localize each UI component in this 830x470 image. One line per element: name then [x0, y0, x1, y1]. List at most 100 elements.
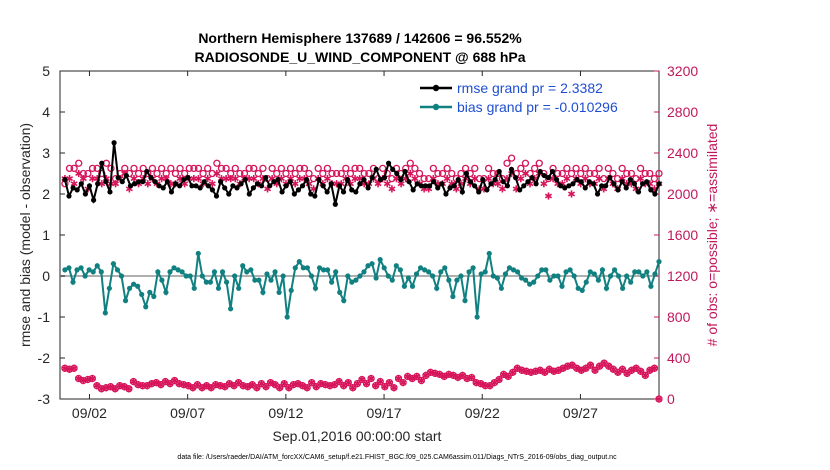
- y-tick-label-right: 400: [667, 350, 691, 366]
- obs-high-possible-point: [411, 164, 419, 173]
- y-tick-label-left: 0: [42, 268, 50, 284]
- obs-high-possible-point: [319, 169, 327, 178]
- rmse-point: [570, 181, 576, 187]
- obs-low-assimilated-point: [276, 384, 284, 392]
- rmse-point: [291, 191, 297, 197]
- bias-point: [62, 267, 68, 273]
- bias-point: [66, 265, 72, 271]
- rmse-point: [549, 168, 556, 175]
- rmse-point: [574, 177, 580, 183]
- rmse-point: [213, 193, 220, 199]
- rmse-point: [562, 185, 568, 191]
- obs-high-assimilated-point: [112, 180, 120, 188]
- bias-point: [292, 265, 298, 271]
- rmse-point: [558, 183, 564, 189]
- bias-point: [373, 275, 379, 281]
- obs-high-assimilated-point: [581, 175, 589, 183]
- bias-point: [458, 273, 464, 279]
- rmse-point: [271, 179, 277, 185]
- rmse-point: [521, 183, 527, 189]
- rmse-point: [299, 183, 306, 189]
- rmse-point: [611, 181, 617, 187]
- obs-high-possible-point: [176, 164, 184, 173]
- y-tick-label-right: 1200: [667, 268, 698, 284]
- obs-high-assimilated-point: [567, 190, 576, 198]
- obs-high-possible-point: [655, 169, 663, 178]
- obs-low-assimilated-point: [376, 377, 384, 386]
- rmse-point: [398, 177, 404, 183]
- bias-point: [640, 273, 646, 279]
- obs-high-possible-point: [425, 174, 433, 183]
- obs-high-possible-point: [208, 169, 216, 178]
- rmse-point: [455, 177, 461, 183]
- obs-high-possible-point: [646, 169, 654, 178]
- y-tick-label-left: 1: [42, 227, 50, 243]
- bias-point: [341, 298, 347, 304]
- data-file-footer: data file: /Users/raeder/DAI/ATM_forcXX/…: [177, 454, 617, 461]
- rmse-point: [90, 197, 97, 203]
- bias-point: [296, 259, 302, 265]
- bias-point: [106, 285, 112, 291]
- obs-high-possible-point: [554, 169, 562, 178]
- rmse-point: [160, 185, 166, 191]
- rmse-point: [467, 179, 474, 185]
- bias-point: [199, 273, 205, 279]
- bias-point: [413, 271, 420, 277]
- obs-high-possible-point: [650, 174, 659, 183]
- rmse-point: [459, 189, 465, 195]
- bias-point: [325, 267, 331, 273]
- obs-high-assimilated-point: [471, 175, 479, 183]
- rmse-point: [99, 160, 105, 166]
- bias-point: [498, 285, 504, 291]
- obs-high-possible-point: [167, 164, 175, 173]
- bias-point: [434, 285, 440, 291]
- rmse-point: [152, 179, 158, 185]
- bias-point: [195, 250, 201, 257]
- bias-point: [474, 314, 480, 320]
- obs-high-possible-point: [434, 169, 442, 178]
- bias-point: [405, 275, 412, 281]
- rmse-point: [631, 181, 638, 187]
- rmse-point: [193, 183, 199, 189]
- bias-point: [563, 269, 569, 275]
- obs-low-assimilated-point: [70, 364, 78, 372]
- bias-series: [62, 250, 662, 320]
- obs-low-assimilated-point: [468, 373, 476, 382]
- bias-point: [223, 279, 230, 285]
- bias-point: [381, 265, 387, 271]
- obs-high-possible-point: [254, 169, 262, 178]
- obs-high-possible-point: [351, 164, 359, 173]
- rmse-point: [246, 191, 252, 197]
- rmse-point: [230, 183, 236, 189]
- obs-low-assimilated-point: [88, 374, 96, 383]
- rmse-point: [218, 179, 224, 185]
- obs-high-possible-point: [217, 164, 226, 173]
- bias-point: [78, 265, 84, 271]
- obs-high-possible-point: [194, 164, 203, 173]
- obs-high-possible-point: [337, 169, 345, 178]
- obs-high-possible-point: [563, 164, 571, 173]
- bias-point: [470, 265, 476, 271]
- bias-point: [486, 250, 492, 257]
- rmse-point: [156, 183, 162, 189]
- rmse-point: [615, 187, 621, 193]
- obs-high-possible-point: [296, 164, 304, 173]
- obs-high-possible-point: [471, 164, 479, 173]
- bias-point: [466, 269, 472, 275]
- obs-low-assimilated-point: [125, 385, 133, 393]
- rmse-point: [656, 181, 662, 187]
- obs-high-assimilated-point: [388, 185, 396, 193]
- obs-low-assimilated-point: [253, 384, 261, 392]
- rmse-point: [533, 181, 539, 187]
- obs-low-assimilated-point: [372, 382, 380, 390]
- bias-point: [518, 275, 525, 281]
- obs-high-possible-point: [586, 169, 594, 178]
- obs-high-possible-point: [577, 169, 585, 178]
- obs-high-possible-point: [180, 169, 189, 178]
- rmse-point: [504, 183, 511, 189]
- obs-high-possible-point: [503, 159, 511, 167]
- bias-point: [284, 314, 290, 320]
- obs-high-possible-point: [443, 164, 451, 173]
- y-tick-label-right: 2000: [667, 186, 698, 202]
- obs-low-assimilated-point: [303, 384, 311, 392]
